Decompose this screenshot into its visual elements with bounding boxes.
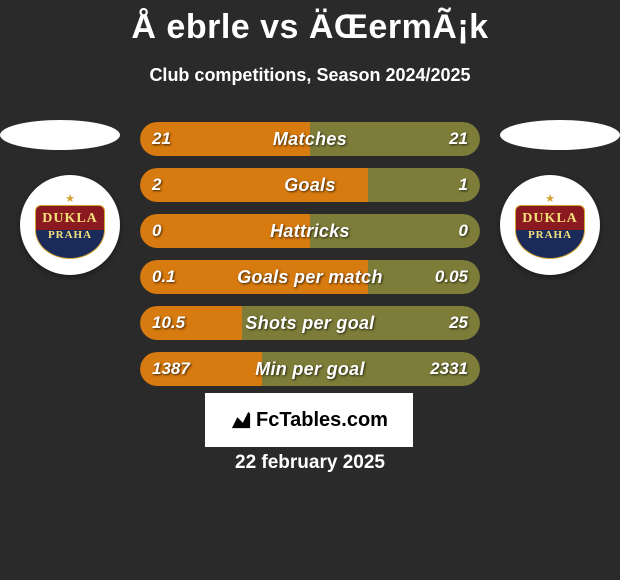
star-icon: ★ <box>545 194 555 204</box>
stat-value-left: 0.1 <box>152 260 176 294</box>
date-label: 22 february 2025 <box>0 452 620 474</box>
stat-value-right: 25 <box>449 306 468 340</box>
subtitle: Club competitions, Season 2024/2025 <box>0 65 620 86</box>
stat-label: Goals per match <box>140 260 480 294</box>
stat-value-left: 0 <box>152 214 161 248</box>
club-right-name-bottom: PRAHA <box>528 229 572 241</box>
club-badge-right: ★ DUKLA PRAHA Aj, na Tebe Ci <box>500 175 600 275</box>
stat-row: Goals2 1 <box>140 168 480 202</box>
stat-row: Goals per match0.1 0.05 <box>140 260 480 294</box>
stat-value-left: 2 <box>152 168 161 202</box>
stat-row: Hattricks0 0 <box>140 214 480 248</box>
stats-panel: Matches2121Goals21Hattricks00Goals per m… <box>140 122 480 398</box>
stat-value-right: 1 <box>459 168 468 202</box>
stat-row: Min per goal1387 2331 <box>140 352 480 386</box>
club-left-name-bottom: PRAHA <box>48 229 92 241</box>
stat-value-right: 0 <box>459 214 468 248</box>
brand-text: FcTables.com <box>256 409 388 432</box>
stat-value-left: 1387 <box>152 352 190 386</box>
page-title: Å ebrle vs ÄŒermÃ¡k <box>0 0 620 47</box>
stat-label: Goals <box>140 168 480 202</box>
club-right-name-top: DUKLA <box>522 211 578 227</box>
stat-value-right: 0.05 <box>435 260 468 294</box>
comparison-widget: Å ebrle vs ÄŒermÃ¡k Club competitions, S… <box>0 0 620 580</box>
shield-left: ★ DUKLA PRAHA Aj, na Tebe Ci <box>34 194 106 256</box>
shield-right: ★ DUKLA PRAHA Aj, na Tebe Ci <box>514 194 586 256</box>
stat-value-right: 2331 <box>430 352 468 386</box>
stat-row: Matches21 21 <box>140 122 480 156</box>
player-photo-right <box>500 120 620 150</box>
star-icon: ★ <box>65 194 75 204</box>
player-photo-left <box>0 120 120 150</box>
stat-label: Matches <box>140 122 480 156</box>
stat-value-left: 10.5 <box>152 306 185 340</box>
club-badge-left: ★ DUKLA PRAHA Aj, na Tebe Ci <box>20 175 120 275</box>
stat-value-right: 21 <box>449 122 468 156</box>
stat-value-left: 21 <box>152 122 171 156</box>
brand-logo-icon <box>230 410 252 430</box>
stat-row: Shots per goal10.5 25 <box>140 306 480 340</box>
brand-link[interactable]: FcTables.com <box>205 393 413 447</box>
stat-label: Min per goal <box>140 352 480 386</box>
stat-label: Hattricks <box>140 214 480 248</box>
club-left-name-top: DUKLA <box>42 211 98 227</box>
stat-label: Shots per goal <box>140 306 480 340</box>
